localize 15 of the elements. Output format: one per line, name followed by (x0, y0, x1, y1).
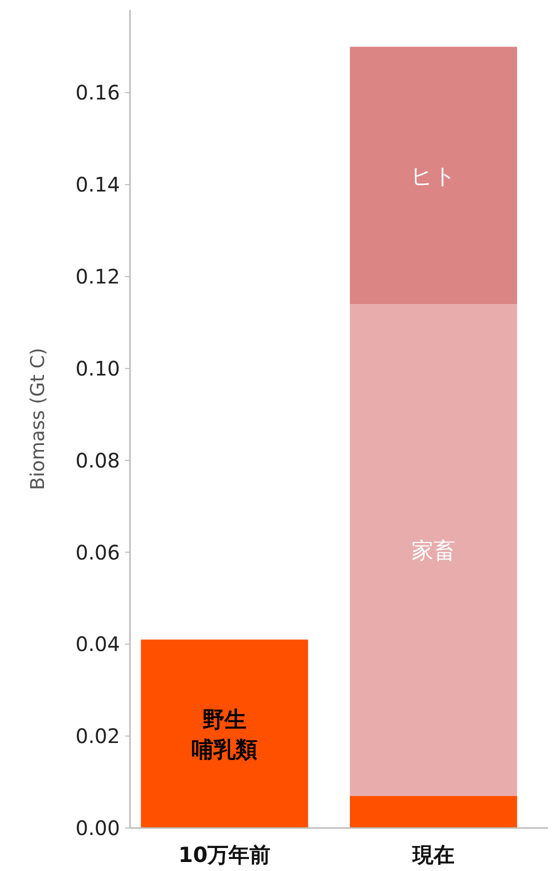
y-tick-label: 0.16 (75, 80, 120, 105)
series-label: ヒト (410, 164, 456, 190)
series-label: 家畜 (412, 538, 456, 564)
y-tick-label: 0.08 (75, 448, 120, 472)
y-tick-label: 0.12 (75, 264, 120, 289)
y-tick-label: 0.14 (75, 172, 120, 197)
y-tick-label: 0.10 (75, 356, 120, 380)
y-tick-label: 0.02 (75, 724, 120, 748)
y-tick-label: 0.06 (75, 540, 120, 564)
y-axis-title: Biomass (Gt C) (27, 348, 49, 490)
y-tick-label: 0.00 (75, 816, 120, 840)
x-tick-label: 10万年前 (178, 843, 271, 867)
y-tick-label: 0.04 (75, 632, 120, 656)
series-label: 野生哺乳類 (192, 708, 258, 763)
x-tick-label: 現在 (412, 843, 454, 867)
